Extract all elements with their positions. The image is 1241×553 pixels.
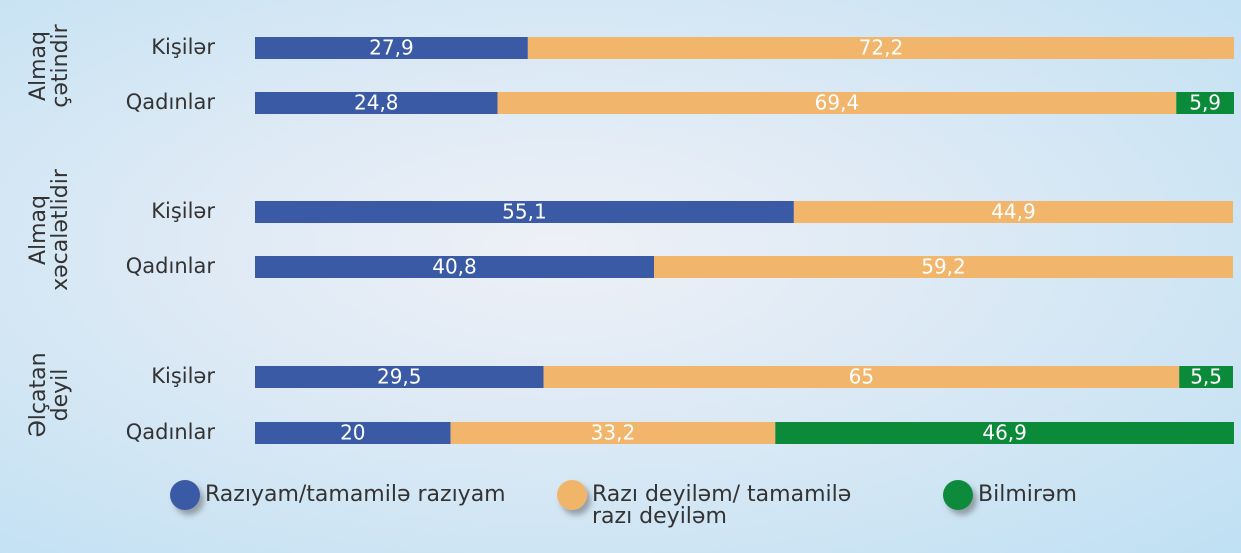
category-label: Qadınlar [126, 420, 216, 444]
legend-label: Bilmirəm [978, 482, 1077, 507]
data-label: 44,9 [991, 200, 1036, 224]
legend-swatch [943, 480, 973, 510]
category-label: Qadınlar [126, 90, 216, 114]
bar-segment [450, 422, 776, 444]
data-label: 55,1 [502, 200, 547, 224]
data-label: 20 [340, 421, 365, 445]
data-label: 27,9 [369, 36, 414, 60]
bar-segment [654, 256, 1233, 278]
group-label: Almaq çətindir [26, 23, 73, 108]
data-label: 69,4 [815, 91, 860, 115]
data-label: 33,2 [591, 421, 636, 445]
data-label: 72,2 [859, 36, 904, 60]
legend-swatch [557, 480, 587, 510]
group-label: Almaq xəcalətlidir [26, 168, 73, 291]
bar-segment [1179, 366, 1233, 388]
category-label: Kişilər [151, 199, 215, 223]
bar-segment [255, 422, 451, 444]
data-label: 46,9 [982, 421, 1027, 445]
bar-segment [255, 256, 655, 278]
bar-segment [527, 37, 1234, 59]
legend-label: Razı deyiləm/ tamamilə razı deyiləm [592, 482, 852, 529]
category-label: Kişilər [151, 35, 215, 59]
data-label: 5,5 [1190, 365, 1222, 389]
bar-segment [255, 92, 498, 114]
bar-segment [1176, 92, 1234, 114]
bar-segment [775, 422, 1234, 444]
group-label: Əlçatan deyil [26, 352, 73, 438]
bar-segment [255, 37, 528, 59]
data-label: 65 [849, 365, 874, 389]
data-label: 29,5 [377, 365, 422, 389]
bar-segment [255, 366, 544, 388]
bar-segment [793, 201, 1233, 223]
data-label: 5,9 [1189, 91, 1221, 115]
category-label: Kişilər [151, 364, 215, 388]
category-label: Qadınlar [126, 254, 216, 278]
bar-segment [497, 92, 1177, 114]
data-label: 40,8 [432, 255, 477, 279]
legend-swatch [170, 480, 200, 510]
data-label: 24,8 [354, 91, 399, 115]
bar-segment [255, 201, 794, 223]
data-label: 59,2 [921, 255, 966, 279]
legend-label: Razıyam/tamamilə razıyam [205, 482, 506, 507]
bar-segment [543, 366, 1180, 388]
